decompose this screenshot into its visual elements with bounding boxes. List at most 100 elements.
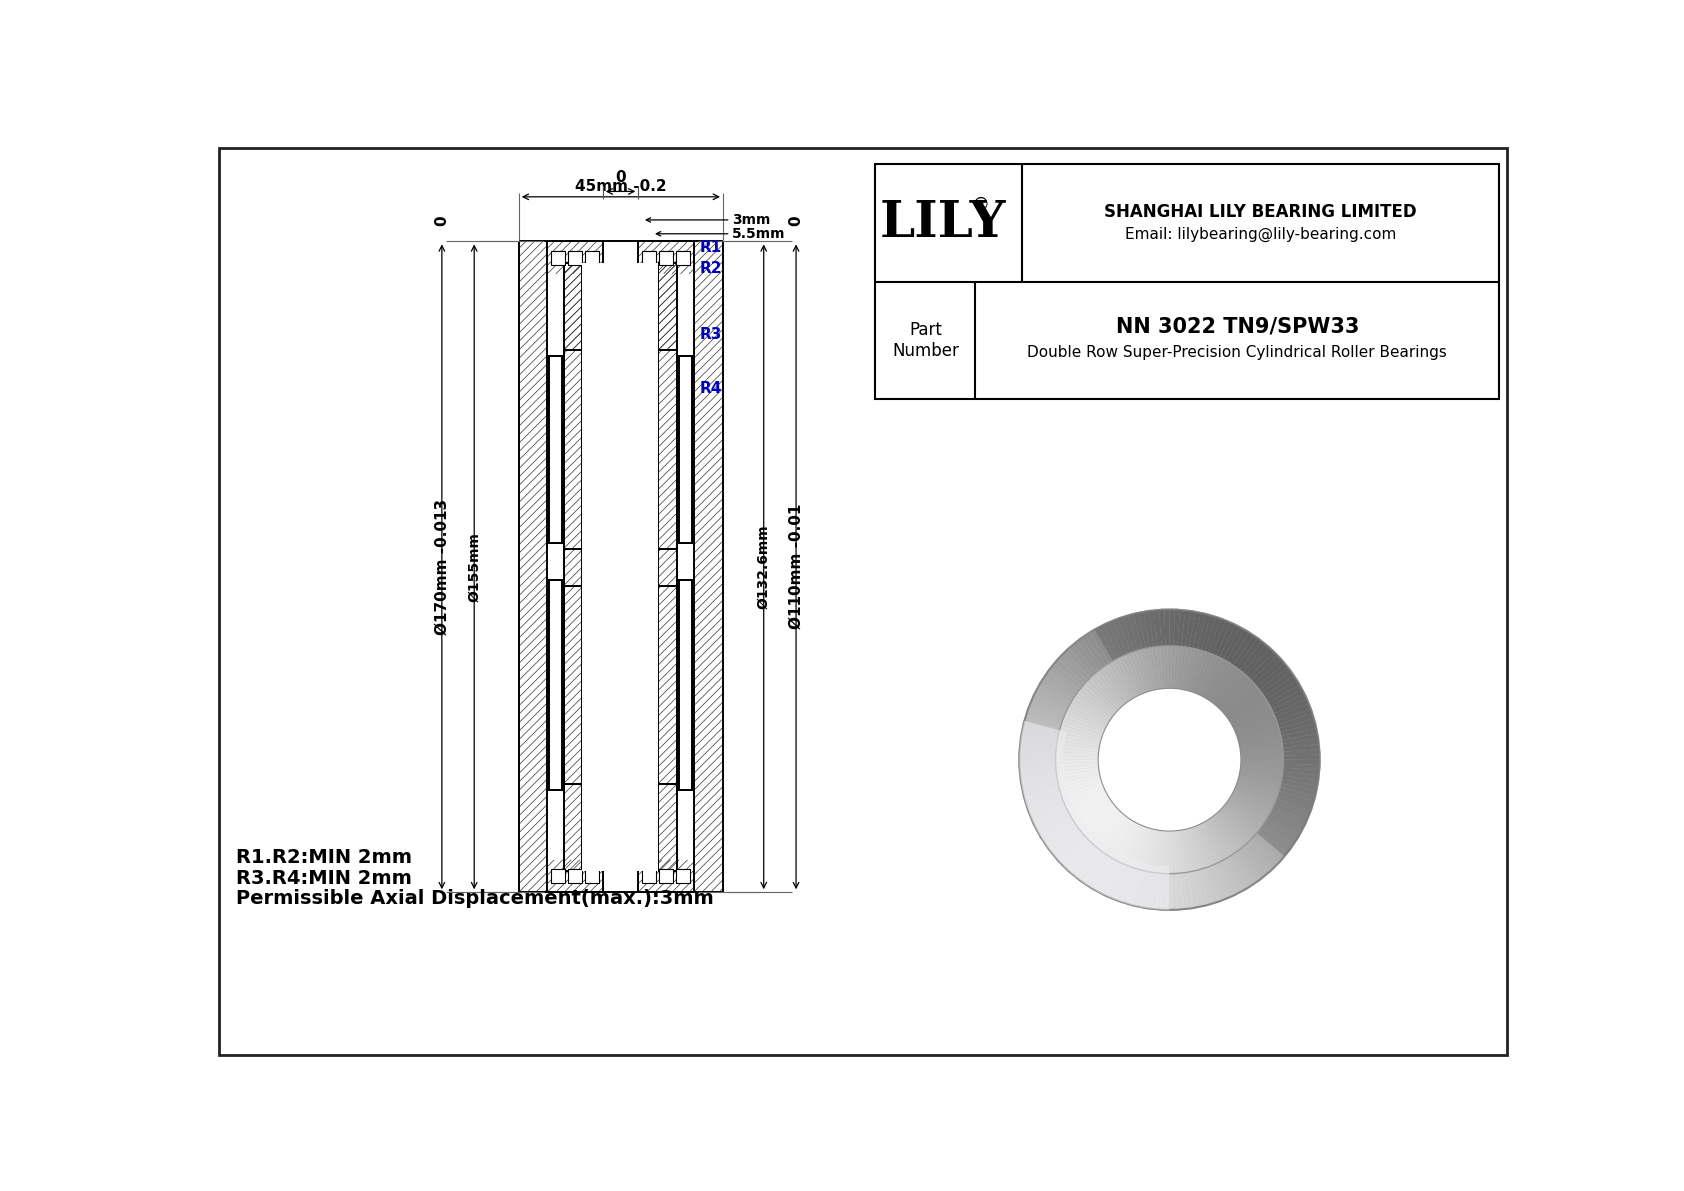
Polygon shape xyxy=(1239,772,1317,791)
Polygon shape xyxy=(1079,803,1115,833)
Polygon shape xyxy=(1169,610,1175,688)
Polygon shape xyxy=(1189,650,1204,692)
Polygon shape xyxy=(1021,744,1100,755)
Polygon shape xyxy=(1164,830,1169,910)
Polygon shape xyxy=(1127,825,1145,867)
Bar xyxy=(549,580,562,790)
Polygon shape xyxy=(1191,827,1209,868)
Polygon shape xyxy=(1234,717,1276,736)
Bar xyxy=(679,580,692,790)
Polygon shape xyxy=(1194,825,1226,900)
Polygon shape xyxy=(1084,680,1118,712)
Polygon shape xyxy=(1019,749,1100,757)
Polygon shape xyxy=(1083,684,1116,715)
Text: R1: R1 xyxy=(701,241,722,255)
Polygon shape xyxy=(1239,740,1282,750)
Polygon shape xyxy=(1090,630,1133,699)
Bar xyxy=(679,356,692,543)
Bar xyxy=(876,164,1499,399)
Polygon shape xyxy=(1177,830,1191,909)
Polygon shape xyxy=(1233,788,1307,825)
Polygon shape xyxy=(1179,829,1189,873)
Polygon shape xyxy=(1238,777,1280,791)
Polygon shape xyxy=(1058,772,1100,784)
Polygon shape xyxy=(1202,659,1226,698)
Polygon shape xyxy=(1239,738,1319,753)
Polygon shape xyxy=(1211,816,1261,881)
Polygon shape xyxy=(1196,621,1231,696)
Polygon shape xyxy=(1233,788,1273,810)
Polygon shape xyxy=(1226,802,1292,852)
Text: 0: 0 xyxy=(615,169,626,185)
Polygon shape xyxy=(1187,649,1201,692)
Polygon shape xyxy=(1223,660,1285,715)
Polygon shape xyxy=(1093,812,1123,847)
Text: 5.5mm: 5.5mm xyxy=(733,226,786,241)
Polygon shape xyxy=(1103,666,1130,703)
Polygon shape xyxy=(1162,646,1167,690)
Polygon shape xyxy=(1177,830,1186,873)
Polygon shape xyxy=(1096,669,1127,705)
Polygon shape xyxy=(1199,655,1219,696)
Polygon shape xyxy=(1169,830,1174,874)
Polygon shape xyxy=(1056,760,1098,763)
Polygon shape xyxy=(1138,649,1152,692)
Polygon shape xyxy=(1135,650,1150,692)
Polygon shape xyxy=(1037,793,1108,835)
Polygon shape xyxy=(1046,672,1111,721)
Polygon shape xyxy=(1032,694,1106,731)
Polygon shape xyxy=(1236,781,1278,799)
Text: Ø170mm -0.013: Ø170mm -0.013 xyxy=(434,499,450,635)
Polygon shape xyxy=(1177,647,1186,690)
Polygon shape xyxy=(1219,809,1251,842)
Polygon shape xyxy=(1059,779,1101,794)
Polygon shape xyxy=(1123,827,1150,904)
Polygon shape xyxy=(1164,610,1169,688)
Polygon shape xyxy=(1228,799,1265,827)
Polygon shape xyxy=(1187,615,1211,692)
Polygon shape xyxy=(1118,617,1147,693)
Polygon shape xyxy=(1206,661,1229,699)
Circle shape xyxy=(1098,688,1241,830)
Polygon shape xyxy=(1201,625,1239,697)
Polygon shape xyxy=(1234,704,1310,736)
Polygon shape xyxy=(1078,802,1113,830)
Polygon shape xyxy=(1174,610,1186,690)
Polygon shape xyxy=(1150,829,1160,873)
Polygon shape xyxy=(1228,675,1297,722)
Polygon shape xyxy=(1138,828,1152,871)
Polygon shape xyxy=(1174,646,1182,690)
Polygon shape xyxy=(1116,657,1138,697)
Polygon shape xyxy=(1207,818,1233,856)
Polygon shape xyxy=(1074,799,1111,827)
Polygon shape xyxy=(1051,803,1115,856)
Polygon shape xyxy=(1207,818,1253,887)
Text: NN 3022 TN9/SPW33: NN 3022 TN9/SPW33 xyxy=(1115,317,1359,337)
Polygon shape xyxy=(1022,774,1101,796)
Polygon shape xyxy=(1223,805,1256,836)
Polygon shape xyxy=(1106,818,1132,856)
Polygon shape xyxy=(1026,779,1101,806)
Polygon shape xyxy=(1073,696,1111,722)
Polygon shape xyxy=(1103,823,1140,897)
Polygon shape xyxy=(1162,830,1167,873)
Polygon shape xyxy=(1157,830,1165,873)
Polygon shape xyxy=(1071,796,1110,821)
Bar xyxy=(675,251,690,264)
Polygon shape xyxy=(1182,648,1194,691)
Polygon shape xyxy=(1201,822,1239,894)
Polygon shape xyxy=(1113,659,1137,698)
Polygon shape xyxy=(1238,723,1317,744)
Polygon shape xyxy=(1154,830,1165,910)
Polygon shape xyxy=(1241,760,1320,765)
Bar xyxy=(549,356,562,543)
Polygon shape xyxy=(1179,647,1189,690)
Polygon shape xyxy=(1138,612,1157,691)
Polygon shape xyxy=(1219,809,1278,868)
Polygon shape xyxy=(1239,736,1282,748)
Polygon shape xyxy=(1207,632,1253,701)
Polygon shape xyxy=(1127,653,1145,694)
Polygon shape xyxy=(1081,817,1130,884)
Polygon shape xyxy=(1218,675,1248,709)
Polygon shape xyxy=(1116,822,1138,862)
